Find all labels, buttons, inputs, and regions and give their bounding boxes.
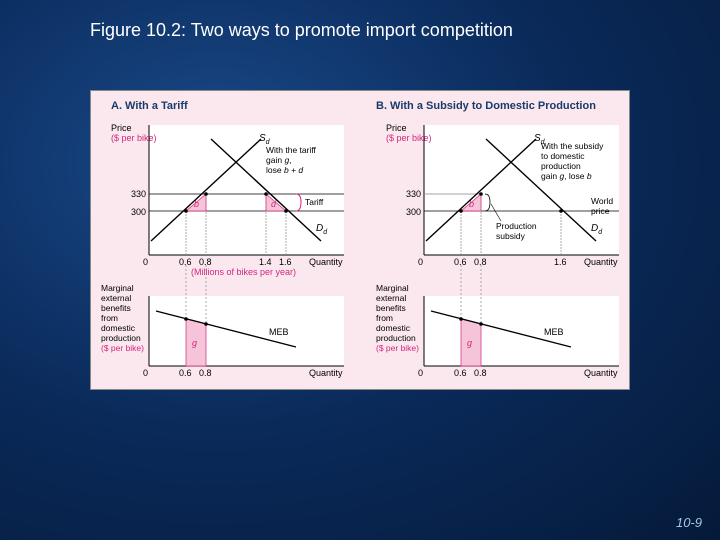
svg-text:Quantity: Quantity [584, 368, 618, 378]
svg-text:With the subsidy: With the subsidy [541, 141, 604, 151]
xt-a-14: 1.4 [259, 257, 272, 267]
xt-a-06: 0.6 [179, 257, 192, 267]
svg-text:0.6: 0.6 [179, 368, 192, 378]
figure-svg: A. With a Tariff Price ($ per bike) 330 … [91, 91, 631, 391]
svg-text:Marginal: Marginal [101, 283, 134, 293]
svg-text:0.6: 0.6 [454, 368, 467, 378]
svg-text:to domestic: to domestic [541, 151, 585, 161]
svg-text:gain g, lose b: gain g, lose b [541, 171, 592, 181]
svg-text:Marginal: Marginal [376, 283, 409, 293]
svg-text:0: 0 [143, 368, 148, 378]
svg-text:Quantity: Quantity [584, 257, 618, 267]
svg-text:MEB: MEB [269, 327, 289, 337]
xt-a-08: 0.8 [199, 257, 212, 267]
panel-b-title: B. With a Subsidy to Domestic Production [376, 100, 596, 112]
panel-a: A. With a Tariff Price ($ per bike) 330 … [101, 100, 344, 378]
x-unit-a: (Millions of bikes per year) [191, 267, 296, 277]
svg-text:production: production [376, 333, 416, 343]
panel-b: B. With a Subsidy to Domestic Production… [376, 100, 619, 378]
svg-text:production: production [101, 333, 141, 343]
svg-text:($ per bike): ($ per bike) [101, 343, 144, 353]
tick-330-a: 330 [131, 189, 146, 199]
svg-text:g: g [467, 338, 472, 348]
anno-a-2: gain g, [266, 155, 292, 165]
svg-text:from: from [376, 313, 393, 323]
svg-text:0.8: 0.8 [474, 368, 487, 378]
svg-text:production: production [541, 161, 581, 171]
svg-text:330: 330 [406, 189, 421, 199]
tick-300-a: 300 [131, 207, 146, 217]
page-number: 10-9 [676, 515, 702, 530]
svg-text:0: 0 [418, 257, 423, 267]
svg-text:domestic: domestic [376, 323, 411, 333]
svg-text:1.6: 1.6 [554, 257, 567, 267]
panel-a-price-unit: ($ per bike) [111, 133, 157, 143]
svg-text:from: from [101, 313, 118, 323]
qty-a: Quantity [309, 257, 343, 267]
svg-text:price: price [591, 206, 610, 216]
svg-text:0.8: 0.8 [199, 368, 212, 378]
anno-a-1: With the tariff [266, 145, 317, 155]
svg-text:MEB: MEB [544, 327, 564, 337]
svg-text:Quantity: Quantity [309, 368, 343, 378]
svg-text:external: external [101, 293, 131, 303]
svg-text:Production: Production [496, 221, 537, 231]
xt-a-16: 1.6 [279, 257, 292, 267]
figure-container: A. With a Tariff Price ($ per bike) 330 … [90, 90, 630, 390]
slide-title: Figure 10.2: Two ways to promote import … [90, 20, 513, 41]
svg-text:external: external [376, 293, 406, 303]
svg-text:300: 300 [406, 207, 421, 217]
svg-text:($ per bike): ($ per bike) [386, 133, 432, 143]
anno-a-3: lose b + d [266, 165, 303, 175]
svg-text:subsidy: subsidy [496, 231, 526, 241]
svg-text:($ per bike): ($ per bike) [376, 343, 419, 353]
svg-text:Price: Price [386, 123, 407, 133]
svg-text:0: 0 [143, 257, 148, 267]
svg-text:g: g [192, 338, 197, 348]
svg-text:0: 0 [418, 368, 423, 378]
panel-a-price-label: Price [111, 123, 132, 133]
svg-text:benefits: benefits [376, 303, 406, 313]
svg-text:0.6: 0.6 [454, 257, 467, 267]
tariff-label: Tariff [305, 197, 324, 207]
panel-a-lower-bg [149, 296, 344, 366]
panel-a-title: A. With a Tariff [111, 100, 188, 112]
svg-text:domestic: domestic [101, 323, 136, 333]
svg-text:World: World [591, 196, 613, 206]
svg-text:benefits: benefits [101, 303, 131, 313]
svg-text:0.8: 0.8 [474, 257, 487, 267]
